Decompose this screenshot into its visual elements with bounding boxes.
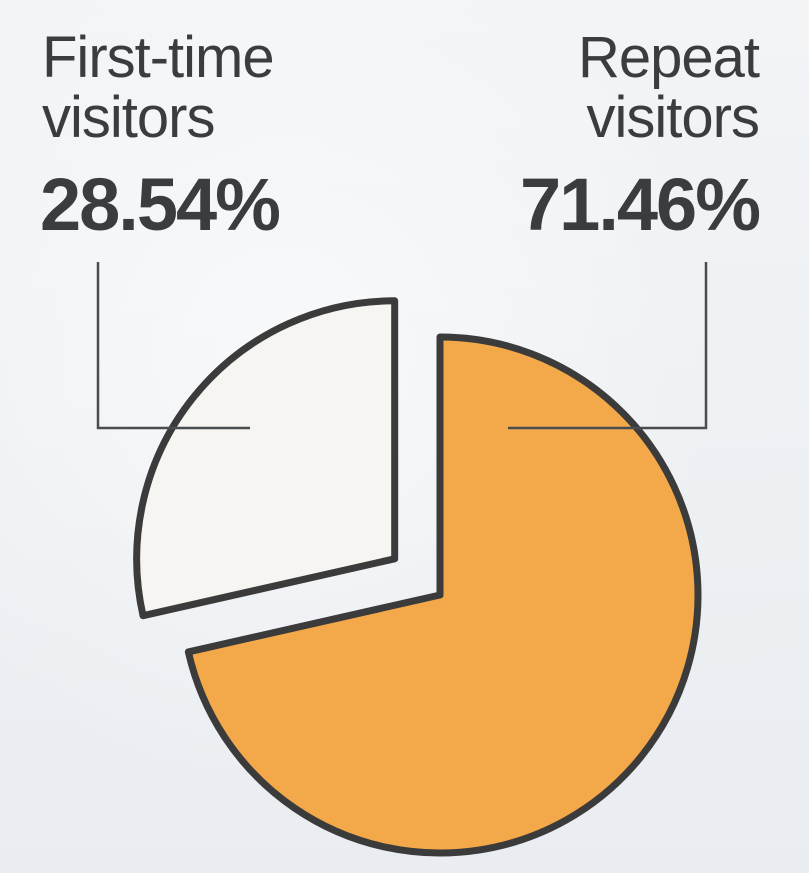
repeat-visitors-slice — [184, 333, 702, 857]
repeat-visitors-label-line1: Repeat — [577, 25, 760, 90]
first-time-visitors-label-line2: visitors — [42, 85, 215, 150]
repeat-visitors-label: Repeat visitors — [577, 25, 760, 150]
repeat-visitors-label-line2: visitors — [586, 85, 760, 150]
first-time-visitors-label-line1: First-time — [42, 25, 275, 90]
repeat-visitors-value: 71.46% — [520, 163, 761, 246]
first-time-visitors-slice — [133, 297, 399, 620]
repeat-visitors-leader-line — [508, 262, 708, 430]
first-time-visitors-value: 28.54% — [40, 163, 281, 246]
first-time-visitors-leader-line — [96, 262, 250, 430]
pie-slices — [133, 297, 702, 857]
leader-lines — [96, 262, 708, 430]
first-time-visitors-label: First-time visitors — [42, 25, 275, 150]
